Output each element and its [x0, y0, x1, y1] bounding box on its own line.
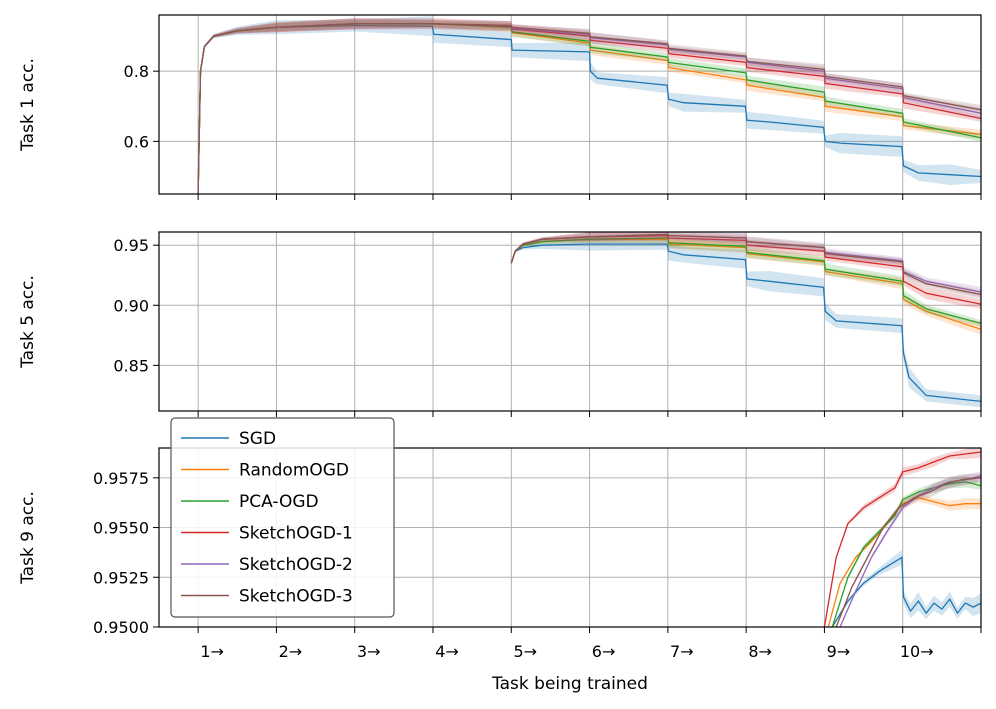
- y-tick-label: 0.9575: [93, 469, 149, 488]
- y-tick-label: 0.90: [113, 296, 149, 315]
- legend: SGD RandomOGD PCA-OGD SketchOGD-1 SketchOGD-…: [170, 417, 395, 618]
- band-sketchogd-1: [511, 232, 981, 309]
- panel-2: 0.85 0.90 0.95 Task 5 acc.: [18, 231, 982, 417]
- x-axis-label: Task being trained: [491, 674, 648, 694]
- x-tick-label: 10→: [900, 642, 934, 661]
- y-tick-label: 0.9500: [93, 618, 149, 637]
- band-sgd: [832, 550, 981, 627]
- x-tick-label: 3→: [357, 642, 381, 661]
- plot-area: [823, 448, 981, 627]
- legend-label-sketchogd-3: SketchOGD-3: [239, 587, 353, 607]
- plot-area: [197, 16, 981, 194]
- x-tick-label: 4→: [435, 642, 459, 661]
- band-randomogd: [511, 235, 981, 335]
- series-line-sketchogd-3: [835, 477, 981, 627]
- panel-frame: [158, 447, 982, 628]
- y-tick-label: 0.95: [113, 236, 149, 255]
- x-tick-label: 5→: [513, 642, 537, 661]
- series-line-sgd: [831, 556, 981, 627]
- legend-box: [170, 417, 395, 618]
- x-tick-label: 9→: [827, 642, 851, 661]
- series-line-sgd: [510, 243, 981, 403]
- series-line-sketchogd-1: [823, 451, 981, 627]
- y-tick-label: 0.9525: [93, 568, 149, 587]
- y-tick-label: 0.8: [124, 62, 149, 81]
- series-line-pca-ogd: [831, 481, 981, 627]
- plot-area: [510, 232, 981, 408]
- band-sketchogd-2: [198, 18, 981, 194]
- x-tick-label: 6→: [592, 642, 616, 661]
- series-line-randomogd: [827, 497, 981, 627]
- series-line-sketchogd-3: [510, 233, 981, 296]
- legend-label-sgd: SGD: [239, 429, 276, 449]
- panel-1: 0.6 0.8 Task 1 acc.: [18, 14, 982, 200]
- y-tick-label: 0.9550: [93, 519, 149, 538]
- legend-label-randomogd: RandomOGD: [239, 461, 349, 481]
- legend-label-sketchogd-2: SketchOGD-2: [239, 555, 353, 575]
- series-line-pca-ogd: [510, 237, 981, 324]
- y-tick-label: 0.85: [113, 356, 149, 375]
- x-tick-label: 1→: [200, 642, 224, 661]
- panel-3: 0.9500 0.9525 0.9550 0.9575 Task 9 acc.: [18, 447, 982, 637]
- x-tick-label: 8→: [748, 642, 772, 661]
- band-pca-ogd: [511, 233, 981, 327]
- y-axis-label: Task 1 acc.: [18, 58, 38, 152]
- band-randomogd: [828, 493, 981, 627]
- y-tick-label: 0.6: [124, 132, 149, 151]
- band-sketchogd-3: [198, 18, 981, 194]
- legend-label-sketchogd-1: SketchOGD-1: [239, 524, 353, 544]
- y-axis-label: Task 9 acc.: [18, 491, 38, 585]
- panel-frame: [158, 231, 982, 412]
- panel-frame: [158, 14, 982, 195]
- series-line-sketchogd-3: [197, 23, 981, 194]
- legend-label-pca-ogd: PCA-OGD: [239, 492, 319, 512]
- band-sketchogd-3: [836, 473, 981, 627]
- x-tick-label: 7→: [670, 642, 694, 661]
- x-tick-label: 2→: [279, 642, 303, 661]
- y-axis-label: Task 5 acc.: [18, 275, 38, 369]
